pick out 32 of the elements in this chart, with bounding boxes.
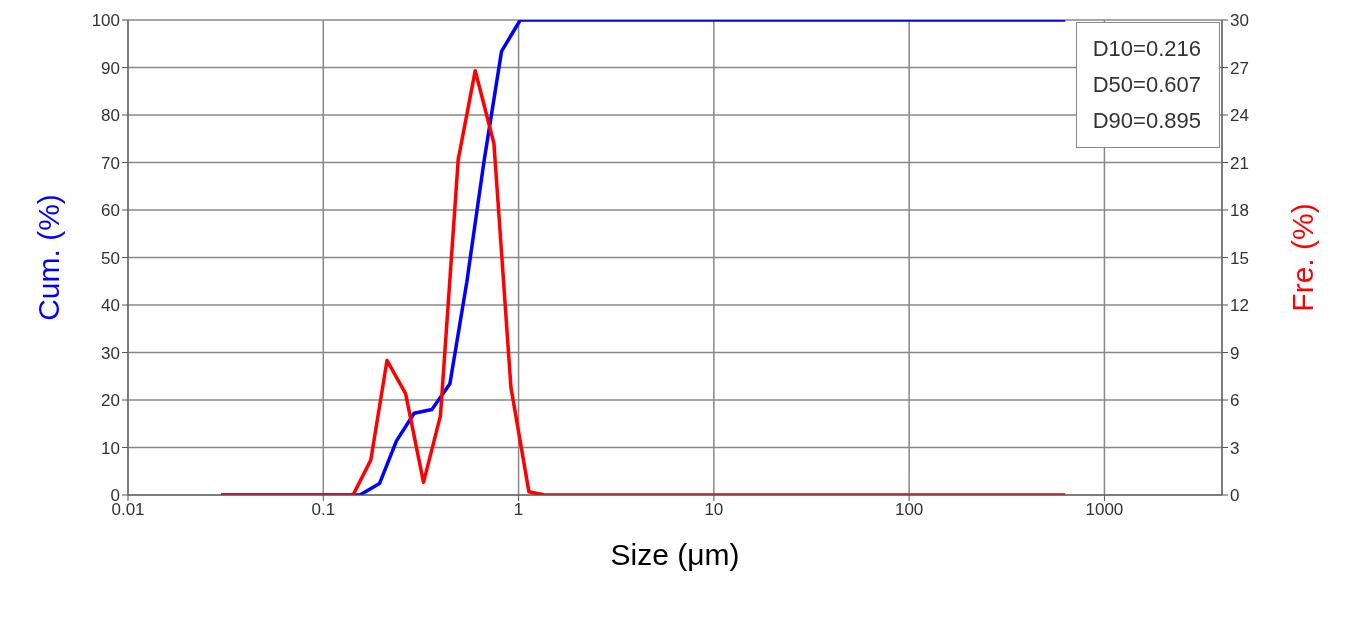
y-tick-label: 20 — [101, 391, 120, 411]
y-tick-label: 10 — [101, 438, 120, 458]
x-tick-label: 1000 — [1085, 500, 1124, 520]
y2-tick-label: 27 — [1230, 58, 1249, 78]
y2-tick-label: 9 — [1230, 343, 1240, 363]
annotation: D10=0.216 — [1092, 35, 1201, 63]
y2-tick-label: 30 — [1230, 11, 1249, 31]
y2-tick-label: 24 — [1230, 106, 1249, 126]
y-tick-label: 30 — [101, 343, 120, 363]
y2-tick-label: 6 — [1230, 391, 1240, 411]
y2-tick-label: 18 — [1230, 201, 1249, 221]
y-tick-label: 40 — [101, 296, 120, 316]
x-tick-label: 1 — [513, 500, 524, 520]
y-tick-label: 50 — [101, 248, 120, 268]
y2-tick-label: 0 — [1230, 486, 1240, 506]
annotation: D50=0.607 — [1092, 71, 1201, 99]
x-tick-label: 100 — [894, 500, 924, 520]
y-tick-label: 70 — [101, 153, 120, 173]
y-tick-label: 60 — [101, 201, 120, 221]
x-axis-title: Size (μm) — [610, 538, 740, 571]
y-tick-label: 100 — [91, 11, 120, 31]
y-tick-label: 90 — [101, 58, 120, 78]
y2-tick-label: 15 — [1230, 248, 1249, 268]
annotation: D90=0.895 — [1092, 107, 1201, 135]
y2-axis-title: Fre. (%) — [1285, 203, 1319, 312]
y2-tick-label: 3 — [1230, 438, 1240, 458]
x-tick-label: 10 — [704, 500, 724, 520]
y2-tick-label: 21 — [1230, 153, 1249, 173]
y-tick-label: 80 — [101, 106, 120, 126]
y-axis-title: Cum. (%) — [31, 194, 65, 321]
x-tick-label: 0.1 — [311, 500, 336, 520]
y2-tick-label: 12 — [1230, 296, 1249, 316]
